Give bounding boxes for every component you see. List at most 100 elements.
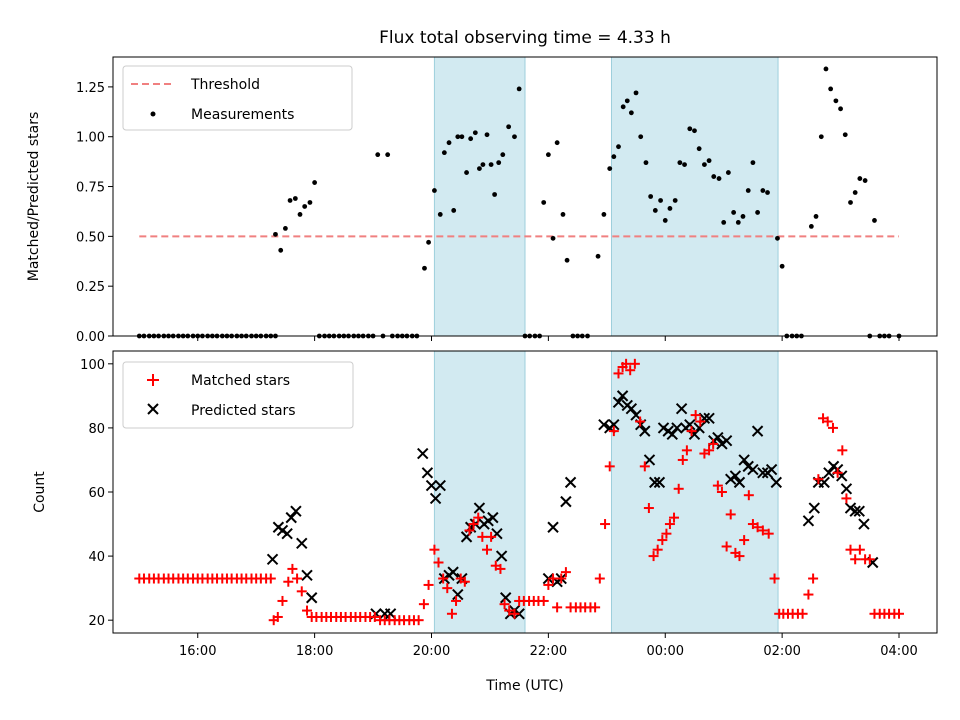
matched-star-point <box>438 573 449 584</box>
predicted-star-point <box>747 463 759 476</box>
matched-star-point <box>837 445 848 456</box>
measurement-point <box>545 152 551 158</box>
measurement-point <box>687 126 693 132</box>
predicted-star-point <box>487 511 499 524</box>
measurement-point <box>541 200 547 205</box>
matched-star-point <box>752 522 763 533</box>
predicted-star-point <box>301 569 313 582</box>
measurement-point <box>672 198 678 203</box>
measurement-point <box>302 204 308 209</box>
matched-star-point <box>418 599 429 610</box>
measurement-point <box>706 158 712 164</box>
measurement-point <box>451 208 457 213</box>
matched-star-point <box>708 438 719 449</box>
predicted-star-point <box>500 592 512 604</box>
predicted-star-point <box>452 588 464 601</box>
matched-star-point <box>604 461 615 472</box>
matched-star-point <box>560 567 571 578</box>
matched-star-point <box>272 611 283 622</box>
predicted-star-point <box>266 553 279 566</box>
predicted-star-point <box>417 447 429 460</box>
predicted-star-point <box>733 476 746 489</box>
shaded-interval-0 <box>434 351 525 633</box>
measurement-point <box>312 180 318 185</box>
matched-star-point <box>473 512 484 523</box>
matched-star-point <box>739 535 750 546</box>
measurement-point <box>842 132 848 138</box>
measurement-point <box>496 160 502 166</box>
ratio-panel: 0.00 0.25 0.50 0.75 1.00 1.25 Flux total obse… <box>26 28 938 345</box>
matched-star-point <box>296 586 307 597</box>
ratio-panel-frame <box>112 56 938 337</box>
measurement-point <box>607 166 613 172</box>
y-tick-label: 80 <box>88 422 105 437</box>
measurement-point <box>459 134 465 140</box>
y-tick-label: 0.25 <box>76 280 105 295</box>
measurement-point <box>823 66 829 72</box>
measurement-point <box>833 98 839 104</box>
matched-star-point <box>657 535 668 546</box>
measurement-point <box>480 162 486 168</box>
time-x-axis-label: Time (UTC) <box>485 678 563 694</box>
matched-star-point <box>446 608 457 619</box>
measurement-point <box>838 106 843 112</box>
measurement-point <box>862 178 868 183</box>
predicted-star-point <box>751 425 764 437</box>
matched-star-point <box>423 579 434 590</box>
y-tick-label: 1.00 <box>76 131 105 146</box>
matched-star-point <box>459 576 470 587</box>
measurement-point <box>560 212 566 217</box>
matched-star-point <box>845 544 856 555</box>
legend-measurements-label: Measurements <box>191 107 294 123</box>
measurement-point <box>628 110 634 116</box>
measurement-point <box>677 160 683 166</box>
legend-measurements-swatch <box>150 111 156 117</box>
measurement-point <box>472 130 478 136</box>
matched-star-point <box>482 544 493 555</box>
shaded-interval-0 <box>434 57 525 336</box>
matched-star-point <box>413 615 424 626</box>
matched-star-point <box>429 544 440 555</box>
matched-star-point <box>600 519 611 530</box>
matched-star-point <box>822 416 833 427</box>
measurement-point <box>638 134 644 140</box>
measurement-point <box>872 218 877 223</box>
matched-star-point <box>643 503 654 514</box>
measurement-point <box>828 86 834 92</box>
matched-star-point <box>854 544 865 555</box>
measurement-point <box>658 198 663 203</box>
matched-star-point <box>613 368 624 379</box>
matched-star-point <box>704 445 715 456</box>
predicted-star-point <box>666 428 678 441</box>
predicted-star-point <box>290 505 302 517</box>
predicted-star-point <box>770 476 782 489</box>
predicted-star-point <box>612 396 625 408</box>
measurement-point <box>648 194 654 199</box>
measurement-point <box>375 152 381 158</box>
x-tick-label: 18:00 <box>296 644 333 659</box>
predicted-star-point <box>305 592 318 604</box>
matched-star-point <box>652 544 663 555</box>
y-tick-label: 20 <box>88 614 105 629</box>
y-tick-label: 0.75 <box>76 181 105 196</box>
measurement-point <box>643 160 649 166</box>
legend-threshold-label: Threshold <box>190 77 260 93</box>
measurement-point <box>616 144 621 150</box>
matched-star-point <box>594 573 605 584</box>
measurement-point <box>595 253 601 259</box>
predicted-star-point <box>608 418 620 431</box>
matched-star-point <box>686 426 697 437</box>
y-tick-label: 40 <box>88 550 105 565</box>
measurement-point <box>711 174 717 179</box>
predicted-star-point <box>757 467 769 479</box>
predicted-star-point <box>675 402 688 415</box>
matched-star-point <box>433 557 444 568</box>
count-legend-box <box>122 361 354 429</box>
matched-star-point <box>552 602 563 613</box>
measurement-point <box>441 150 447 156</box>
legend-predicted-swatch <box>147 403 159 415</box>
matched-star-point <box>763 528 774 539</box>
matched-star-point <box>287 563 298 574</box>
measurement-point <box>760 188 766 193</box>
